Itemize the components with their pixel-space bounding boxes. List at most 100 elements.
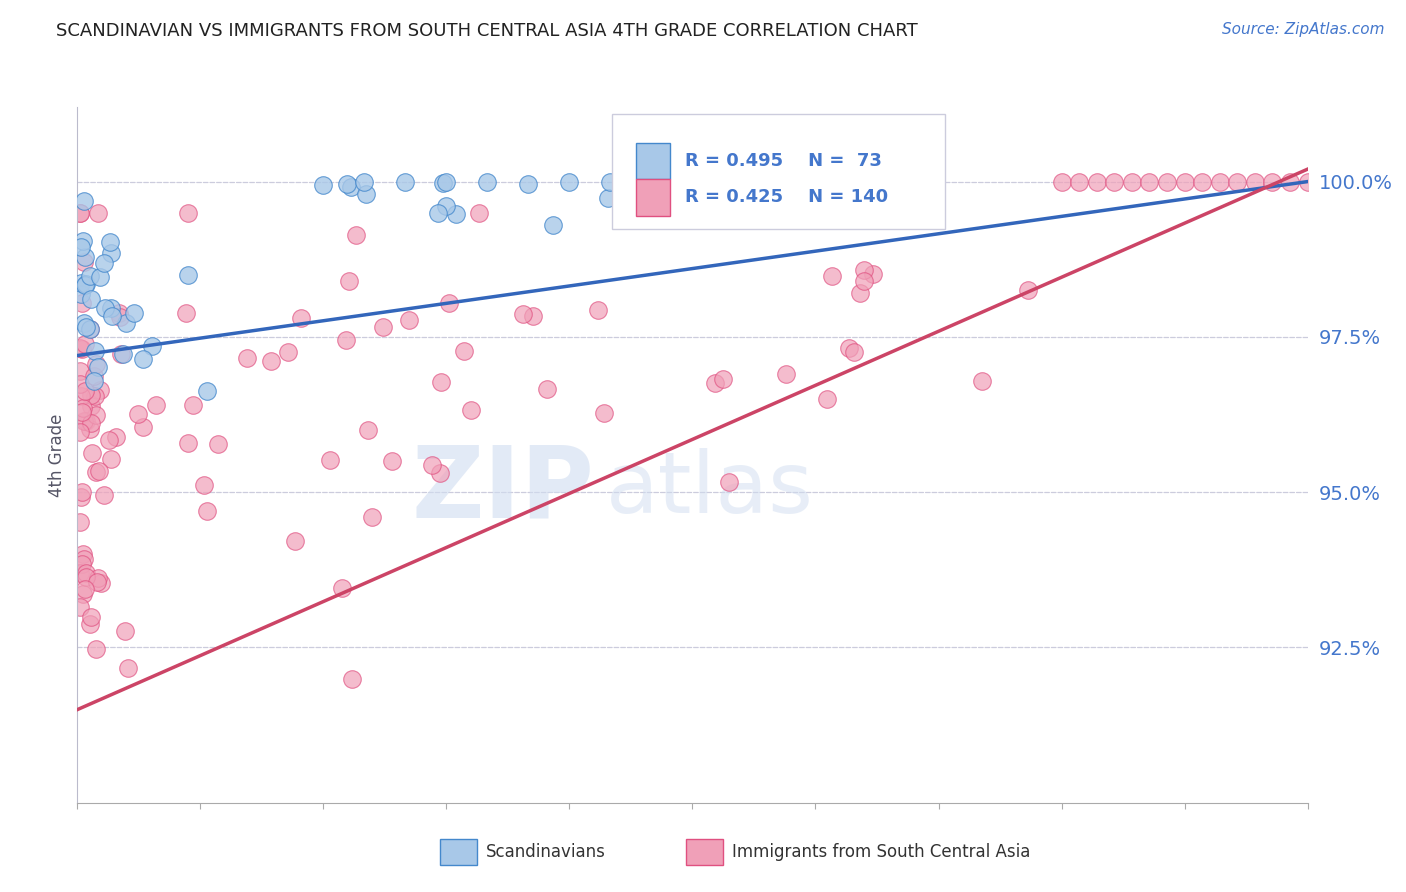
Point xyxy=(87,205,110,219)
Point xyxy=(87,464,110,478)
Point xyxy=(70,287,93,301)
Point xyxy=(704,376,727,391)
Point xyxy=(72,557,94,571)
Point xyxy=(73,582,96,597)
Point xyxy=(108,310,131,325)
Point xyxy=(87,359,110,374)
Point xyxy=(1296,175,1319,189)
Point xyxy=(69,425,91,439)
Point xyxy=(195,384,218,398)
Point xyxy=(69,600,91,615)
Point xyxy=(512,307,534,321)
Point xyxy=(371,319,394,334)
Point xyxy=(207,437,229,451)
Point xyxy=(290,311,312,326)
Point xyxy=(1244,175,1267,189)
Point xyxy=(86,574,108,589)
Point xyxy=(477,175,499,189)
Point xyxy=(84,408,107,422)
Point xyxy=(436,175,458,189)
Point xyxy=(312,178,335,192)
Point xyxy=(460,402,482,417)
Point xyxy=(319,453,342,467)
Point xyxy=(174,306,197,320)
Point xyxy=(83,343,105,358)
Point xyxy=(717,475,740,490)
Point xyxy=(79,322,101,336)
Text: Scandinavians: Scandinavians xyxy=(486,843,606,861)
Point xyxy=(100,245,122,260)
Point xyxy=(853,274,876,288)
Point xyxy=(260,354,283,368)
Point xyxy=(737,175,759,189)
Point xyxy=(177,205,200,219)
Text: Immigrants from South Central Asia: Immigrants from South Central Asia xyxy=(733,843,1031,861)
Point xyxy=(72,401,94,416)
Point xyxy=(89,383,111,397)
Point xyxy=(69,205,91,219)
Point xyxy=(89,270,111,285)
Point xyxy=(357,423,380,437)
Point xyxy=(427,206,450,220)
Point xyxy=(80,417,103,431)
Point xyxy=(821,269,844,284)
Point xyxy=(69,364,91,378)
Point xyxy=(339,180,361,194)
Text: atlas: atlas xyxy=(606,448,814,532)
Point xyxy=(344,227,367,242)
Point xyxy=(111,347,134,361)
Point xyxy=(80,610,103,624)
Point xyxy=(342,672,364,686)
Point xyxy=(69,377,91,392)
Point xyxy=(711,371,734,385)
Point xyxy=(592,406,614,420)
Point xyxy=(110,346,132,360)
Point xyxy=(1156,175,1178,189)
Point xyxy=(775,367,797,381)
Bar xyxy=(686,839,723,865)
Point xyxy=(122,305,145,319)
Point xyxy=(1050,175,1073,189)
Point xyxy=(94,301,117,316)
Text: R = 0.495    N =  73: R = 0.495 N = 73 xyxy=(685,153,882,170)
Point xyxy=(177,268,200,282)
Point xyxy=(1139,175,1161,189)
Point xyxy=(86,357,108,371)
Point xyxy=(69,205,91,219)
Point xyxy=(72,547,94,561)
Point xyxy=(1209,175,1232,189)
Point xyxy=(970,374,993,388)
Point xyxy=(75,570,97,584)
Y-axis label: 4th Grade: 4th Grade xyxy=(48,413,66,497)
Point xyxy=(75,566,97,580)
Point xyxy=(1121,175,1143,189)
Point xyxy=(141,339,163,353)
Point xyxy=(1191,175,1213,189)
Point xyxy=(599,175,621,189)
Point xyxy=(335,333,357,347)
Point xyxy=(72,587,94,601)
Point xyxy=(394,175,416,189)
Point xyxy=(1104,175,1126,189)
Point xyxy=(181,398,204,412)
Point xyxy=(848,286,870,301)
Point xyxy=(453,344,475,359)
Point xyxy=(80,399,103,413)
Point xyxy=(536,382,558,396)
Point xyxy=(73,255,96,269)
Point xyxy=(72,234,94,248)
Bar xyxy=(636,179,671,216)
Point xyxy=(72,194,94,209)
Point xyxy=(444,207,467,221)
Point xyxy=(437,295,460,310)
Point xyxy=(468,205,491,219)
Point xyxy=(72,551,94,566)
Point xyxy=(97,433,120,447)
Point xyxy=(353,175,375,189)
Point xyxy=(862,267,884,281)
Point xyxy=(543,218,565,232)
Point xyxy=(815,392,838,406)
Point xyxy=(100,452,122,467)
Point xyxy=(79,388,101,402)
Point xyxy=(586,303,609,318)
